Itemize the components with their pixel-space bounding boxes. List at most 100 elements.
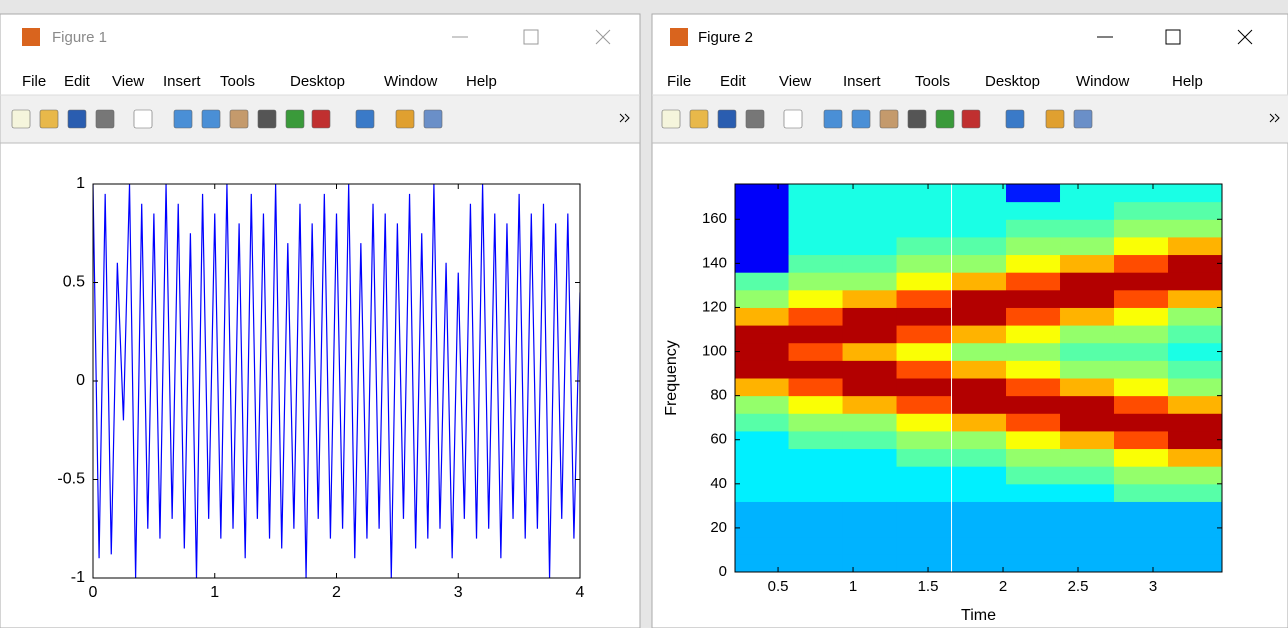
heatmap-cell: [788, 342, 844, 361]
x-axis-label: Time: [961, 607, 996, 624]
heatmap-cell: [842, 395, 898, 414]
heatmap-cell: [842, 536, 898, 555]
toolbar-button[interactable]: [423, 109, 443, 129]
heatmap-cell: [1114, 307, 1169, 326]
heatmap-cell: [735, 483, 790, 502]
menu-item[interactable]: View: [112, 73, 144, 90]
heatmap-cell: [896, 536, 952, 555]
heatmap-cell: [896, 519, 952, 538]
heatmap-cell: [952, 360, 1007, 379]
heatmap-cell: [1060, 378, 1115, 397]
heatmap-cell: [952, 325, 1007, 344]
axes-box: [734, 183, 1223, 573]
heatmap-cell: [1060, 360, 1115, 379]
toolbar-button[interactable]: [745, 109, 765, 129]
toolbar-button[interactable]: [907, 109, 927, 129]
heatmap-cell: [842, 342, 898, 361]
toolbar-button[interactable]: [879, 109, 899, 129]
heatmap-cell: [842, 184, 898, 203]
heatmap-cell: [842, 501, 898, 520]
heatmap-cell: [1006, 554, 1061, 572]
toolbar-button[interactable]: [961, 109, 981, 129]
menu-item[interactable]: Tools: [915, 73, 950, 90]
toolbar-button[interactable]: [355, 109, 375, 129]
menu-item[interactable]: File: [667, 73, 691, 90]
heatmap-cell: [1114, 236, 1169, 256]
toolbar-button[interactable]: [11, 109, 31, 129]
heatmap-cell: [1006, 378, 1061, 397]
heatmap-cell: [735, 289, 790, 308]
close-button[interactable]: [1237, 29, 1253, 45]
heatmap-cell: [896, 219, 952, 238]
heatmap-cell: [952, 413, 1007, 432]
heatmap-cell: [896, 342, 952, 361]
app-icon: [22, 28, 40, 46]
heatmap-cell: [952, 483, 1007, 502]
heatmap-cell: [1006, 236, 1061, 256]
toolbar-button[interactable]: [851, 109, 871, 129]
heatmap-cell: [1168, 236, 1222, 256]
toolbar-button[interactable]: [95, 109, 115, 129]
heatmap-cell: [1168, 554, 1222, 572]
menu-item[interactable]: Desktop: [985, 73, 1040, 90]
toolbar-button[interactable]: [39, 109, 59, 129]
heatmap-cell: [788, 536, 844, 555]
menu-item[interactable]: Help: [1172, 73, 1203, 90]
toolbar-button[interactable]: [823, 109, 843, 129]
heatmap-cell: [952, 448, 1007, 467]
toolbar-button[interactable]: [133, 109, 153, 129]
toolbar-button[interactable]: [935, 109, 955, 129]
heatmap-cell: [842, 466, 898, 485]
heatmap-cell: [788, 325, 844, 344]
menu-item[interactable]: Tools: [220, 73, 255, 90]
heatmap-cell: [788, 519, 844, 538]
toolbar-button[interactable]: [689, 109, 709, 129]
heatmap-cell: [1060, 501, 1115, 520]
heatmap-cell: [1114, 342, 1169, 361]
toolbar-button[interactable]: [661, 109, 681, 129]
maximize-button[interactable]: [523, 29, 539, 45]
toolbar-button[interactable]: [257, 109, 277, 129]
menu-item[interactable]: Edit: [720, 73, 747, 90]
maximize-button[interactable]: [1165, 29, 1181, 45]
heatmap-cell: [896, 448, 952, 467]
menu-item[interactable]: Insert: [163, 73, 201, 90]
heatmap-cell: [1114, 201, 1169, 220]
heatmap-cell: [952, 184, 1007, 203]
toolbar-button[interactable]: [229, 109, 249, 129]
menu-item[interactable]: Help: [466, 73, 497, 90]
menu-item[interactable]: File: [22, 73, 46, 90]
heatmap-cell: [1114, 466, 1169, 485]
heatmap-cell: [1006, 448, 1061, 467]
close-button[interactable]: [595, 29, 611, 45]
toolbar-button[interactable]: [67, 109, 87, 129]
heatmap-cell: [1060, 307, 1115, 326]
menu-item[interactable]: Window: [1076, 73, 1130, 90]
toolbar-button[interactable]: [201, 109, 221, 129]
toolbar-button[interactable]: [395, 109, 415, 129]
menu-item[interactable]: Edit: [64, 73, 91, 90]
menu-item[interactable]: Insert: [843, 73, 881, 90]
menu-item[interactable]: View: [779, 73, 811, 90]
heatmap-cell: [842, 519, 898, 538]
menu-item[interactable]: Desktop: [290, 73, 345, 90]
toolbar-button[interactable]: [173, 109, 193, 129]
heatmap-cell: [1168, 466, 1222, 485]
window: [0, 13, 641, 628]
toolbar-button[interactable]: [717, 109, 737, 129]
heatmap-cell: [1060, 272, 1115, 291]
heatmap-cell: [1114, 254, 1169, 273]
toolbar-button[interactable]: [1045, 109, 1065, 129]
heatmap-cell: [788, 554, 844, 572]
heatmap-cell: [896, 483, 952, 502]
toolbar-button[interactable]: [1073, 109, 1093, 129]
toolbar-button[interactable]: [1005, 109, 1025, 129]
menu-item[interactable]: Window: [384, 73, 438, 90]
toolbar-button[interactable]: [783, 109, 803, 129]
heatmap-cell: [1168, 501, 1222, 520]
heatmap-cell: [1168, 254, 1222, 273]
toolbar-button[interactable]: [311, 109, 331, 129]
toolbar-button[interactable]: [285, 109, 305, 129]
heatmap-cell: [896, 501, 952, 520]
